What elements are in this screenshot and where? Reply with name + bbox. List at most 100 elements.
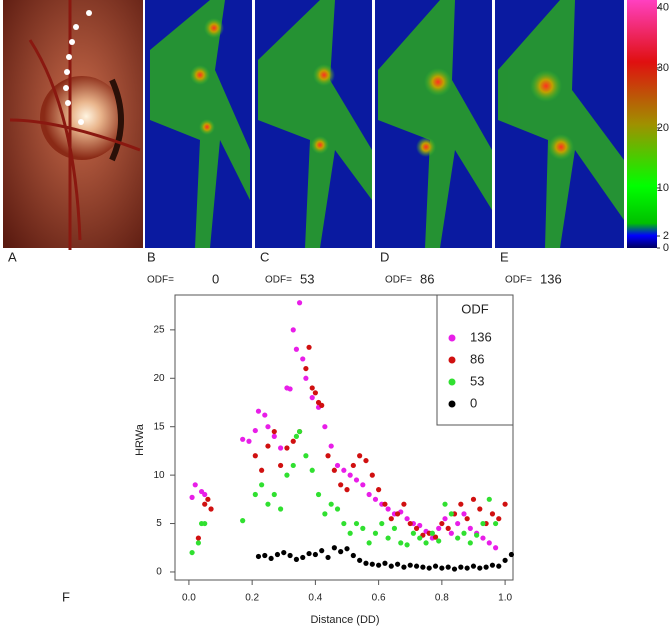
colorbar-tick-label: 20 (657, 122, 669, 134)
point (255, 553, 262, 560)
point (445, 525, 451, 531)
point (369, 561, 375, 567)
point (376, 487, 382, 493)
point (255, 408, 262, 414)
point (407, 520, 413, 527)
point (382, 501, 388, 507)
point (394, 511, 401, 517)
point (268, 555, 274, 562)
point (420, 564, 426, 570)
point (388, 563, 394, 569)
point (344, 487, 350, 493)
point (344, 546, 350, 552)
point (489, 562, 496, 568)
point (347, 530, 353, 536)
point (189, 494, 195, 500)
point (480, 535, 486, 541)
point (455, 520, 461, 527)
point (303, 375, 309, 381)
point (413, 563, 420, 569)
point (293, 556, 300, 562)
point (319, 402, 325, 408)
point (328, 443, 334, 449)
point (502, 557, 508, 563)
point (296, 300, 303, 306)
point (271, 491, 277, 498)
point (493, 545, 499, 551)
point (246, 438, 252, 444)
odf-label: ODF= (265, 275, 292, 286)
point (265, 443, 271, 449)
legend-label: 86 (470, 351, 484, 366)
point (455, 535, 461, 541)
point (461, 530, 467, 536)
point (493, 520, 499, 527)
point (271, 428, 277, 435)
legend-label: 53 (470, 373, 484, 388)
point (413, 525, 420, 531)
point (328, 501, 334, 507)
point (287, 552, 293, 559)
point (372, 530, 379, 536)
point (376, 562, 382, 568)
y-tick-label: 0 (156, 567, 162, 578)
colorbar-tick-label: 10 (657, 182, 669, 194)
point (432, 534, 439, 540)
point (265, 501, 271, 507)
odf-label: ODF= (147, 275, 174, 286)
point (436, 538, 442, 544)
point (252, 491, 258, 498)
point (442, 516, 448, 522)
legend-title: ODF (461, 301, 489, 316)
point (470, 496, 477, 502)
point (322, 424, 328, 430)
odf-label: ODF= (385, 275, 412, 286)
point (278, 445, 284, 451)
point (278, 506, 284, 512)
odf-value: 86 (420, 271, 434, 286)
point (309, 395, 315, 401)
point (464, 516, 470, 522)
point (325, 453, 331, 459)
point (312, 551, 318, 558)
point (448, 511, 454, 517)
x-tick-label: 0.0 (182, 593, 196, 604)
point (331, 467, 337, 473)
point (325, 554, 331, 561)
point (353, 520, 360, 527)
point (287, 386, 293, 392)
fundus-image (3, 0, 143, 250)
x-tick-label: 0.4 (308, 593, 322, 604)
point (290, 327, 296, 333)
point (331, 545, 337, 551)
point (353, 477, 360, 483)
point (341, 520, 347, 527)
point (202, 501, 208, 507)
point (334, 506, 341, 512)
point (357, 453, 363, 459)
point (426, 565, 432, 571)
point (508, 551, 515, 558)
odf-value: 136 (540, 271, 562, 286)
point (388, 516, 394, 522)
point (385, 535, 391, 541)
panel-label: F (62, 589, 70, 604)
legend-label: 0 (470, 395, 477, 410)
point (474, 532, 480, 538)
point (461, 511, 467, 517)
point (240, 518, 246, 524)
point (432, 563, 439, 569)
point (306, 344, 312, 350)
point (357, 557, 363, 563)
point (496, 516, 502, 522)
point (350, 462, 356, 469)
x-tick-label: 0.6 (372, 593, 386, 604)
point (338, 482, 344, 488)
point (439, 565, 445, 571)
heatmaps (145, 0, 624, 248)
point (360, 482, 366, 488)
point (290, 438, 296, 444)
legend-marker (448, 400, 456, 408)
point (202, 491, 208, 498)
